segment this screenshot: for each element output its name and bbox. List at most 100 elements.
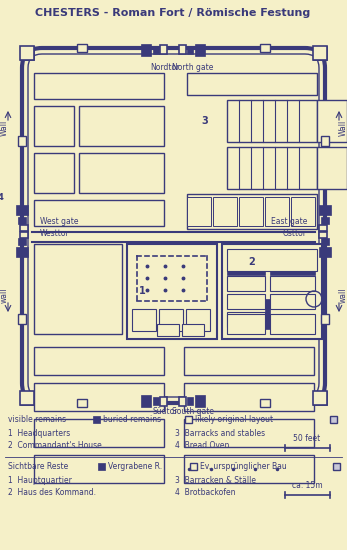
Bar [34, 73, 164, 99]
Bar [321, 136, 329, 146]
Text: Vergrabene R.: Vergrabene R. [108, 462, 162, 471]
Text: visible remains: visible remains [8, 415, 66, 424]
Bar [187, 73, 317, 95]
Bar [182, 324, 204, 336]
Bar [34, 200, 164, 226]
Bar [157, 324, 179, 336]
Bar [184, 383, 314, 411]
Text: 3  Barracks and stables: 3 Barracks and stables [175, 429, 265, 438]
Bar [319, 247, 331, 257]
Bar [34, 455, 164, 483]
Bar [260, 44, 270, 52]
Bar [77, 399, 87, 407]
Text: Südtor: Südtor [152, 407, 178, 416]
Bar [79, 106, 164, 146]
Bar [187, 194, 317, 229]
Text: 2  Haus des Kommand.: 2 Haus des Kommand. [8, 488, 96, 497]
Bar [184, 347, 314, 375]
Bar [34, 383, 164, 411]
Bar [160, 45, 167, 54]
Bar [260, 399, 270, 407]
Bar [270, 276, 315, 291]
Bar [222, 244, 322, 339]
Bar [20, 46, 34, 60]
Text: 4  Bread Oven: 4 Bread Oven [175, 441, 229, 450]
Bar [270, 314, 315, 334]
Bar [184, 455, 314, 483]
Text: 2  Commandant's House: 2 Commandant's House [8, 441, 102, 450]
Text: Ev. ursprünglicher Bau: Ev. ursprünglicher Bau [200, 462, 287, 471]
Bar [227, 312, 265, 327]
Bar [186, 309, 210, 331]
Text: 4  Brotbackofen: 4 Brotbackofen [175, 488, 236, 497]
Bar [321, 314, 329, 324]
Bar [160, 397, 167, 406]
Text: 1  Headquarters: 1 Headquarters [8, 429, 70, 438]
Bar [265, 299, 270, 329]
FancyBboxPatch shape [22, 48, 325, 403]
Bar [20, 232, 28, 238]
Bar [159, 309, 183, 331]
Bar [195, 44, 205, 56]
Bar [16, 247, 28, 257]
Text: buried remains: buried remains [103, 415, 161, 424]
Bar [184, 419, 314, 447]
Bar [270, 271, 315, 275]
Text: wall: wall [0, 287, 8, 303]
Bar [313, 46, 327, 60]
Text: 3  Barracken & Ställe: 3 Barracken & Ställe [175, 476, 256, 485]
Bar [319, 232, 327, 238]
Bar [18, 238, 26, 245]
Bar [179, 45, 186, 54]
Bar [127, 244, 217, 339]
Bar [18, 136, 26, 146]
Bar [153, 397, 159, 405]
Bar [313, 391, 327, 405]
Bar [317, 100, 347, 142]
Bar [34, 347, 164, 375]
Text: North gate: North gate [172, 63, 214, 72]
Bar [239, 197, 263, 226]
Bar [319, 225, 327, 231]
Bar [187, 397, 193, 405]
Bar [20, 225, 28, 231]
Bar [20, 391, 34, 405]
Bar [190, 463, 197, 470]
Text: East gate: East gate [271, 217, 307, 227]
Text: Osttor: Osttor [283, 229, 307, 239]
Bar [321, 238, 329, 245]
Bar [270, 294, 315, 309]
Text: 2: 2 [248, 257, 255, 267]
Bar [153, 46, 159, 54]
Bar [227, 249, 317, 271]
Text: 50 feet: 50 feet [293, 434, 321, 443]
Bar [20, 46, 34, 60]
Bar [185, 416, 192, 423]
Text: Sichtbare Reste: Sichtbare Reste [8, 462, 68, 471]
Bar [16, 205, 28, 215]
Bar [333, 463, 340, 470]
Bar [34, 419, 164, 447]
Bar [132, 309, 156, 331]
Bar [227, 294, 265, 309]
Bar [227, 271, 265, 275]
Bar [98, 463, 105, 470]
Bar [313, 46, 327, 60]
Bar [34, 153, 74, 193]
Bar [93, 416, 100, 423]
Text: Nordtor: Nordtor [150, 63, 180, 72]
Bar [195, 395, 205, 407]
Text: 4: 4 [0, 194, 3, 202]
Text: South gate: South gate [172, 407, 214, 416]
Bar [317, 147, 347, 189]
Text: Westtor: Westtor [40, 229, 70, 239]
Text: likely original layout: likely original layout [195, 415, 273, 424]
Bar [227, 314, 265, 334]
Text: 3: 3 [202, 116, 209, 126]
Bar [20, 391, 34, 405]
Bar [18, 314, 26, 324]
Bar [319, 205, 331, 215]
Bar [34, 244, 122, 334]
Bar [321, 217, 329, 224]
Text: Wall: Wall [0, 120, 8, 136]
